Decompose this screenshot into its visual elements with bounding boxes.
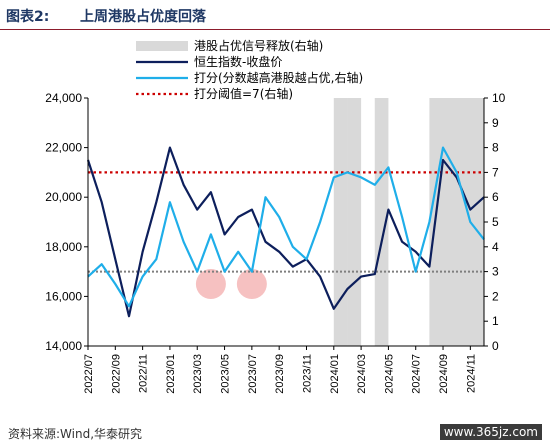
signal-shade-band [374, 98, 389, 346]
chart: 14,000 16,000 18,000 20,000 22,000 24,000 0 1 2 3… [45, 38, 506, 394]
hsi-line [86, 146, 485, 318]
source-note: 资料来源:Wind,华泰研究 [8, 427, 143, 441]
right-tick-label: 10 [492, 91, 506, 105]
x-tick-label: 2023/07 [247, 354, 259, 394]
x-tick-label: 2024/11 [465, 354, 477, 393]
figure-title: 上周港股占优度回落 [80, 9, 206, 25]
right-tick-label: 9 [492, 116, 499, 130]
x-tick-label: 2024/01 [329, 354, 341, 394]
highlight-circle [195, 269, 226, 299]
x-tick-label: 2022/07 [83, 354, 95, 394]
right-tick-label: 6 [492, 190, 499, 204]
score-line [87, 146, 485, 308]
x-tick-label: 2022/11 [138, 354, 150, 393]
legend-label: 恒生指数-收盘价 [194, 54, 282, 69]
figure-label: 图表2: [6, 9, 50, 25]
x-tick-label: 2024/07 [411, 354, 423, 394]
watermark: www.365jz.com [439, 424, 542, 440]
signal-shade-band [429, 98, 484, 346]
right-tick-label: 5 [492, 215, 499, 229]
left-tick-label: 20,000 [45, 190, 82, 204]
right-tick-label: 0 [492, 339, 499, 353]
signal-shade-band [333, 98, 348, 346]
x-tick-label: 2023/03 [192, 354, 204, 394]
header-divider [0, 29, 550, 30]
highlight-circle [236, 269, 267, 299]
right-tick-label: 7 [492, 165, 499, 179]
x-tick-label: 2023/05 [220, 354, 232, 394]
left-tick-label: 24,000 [45, 91, 82, 105]
right-tick-label: 1 [492, 314, 499, 328]
figure-header: 图表2: 上周港股占优度回落 [0, 0, 550, 30]
x-tick-label: 2024/09 [438, 354, 450, 394]
right-tick-label: 3 [492, 265, 499, 279]
x-tick-label: 2022/09 [110, 354, 122, 394]
signal-shade-band [347, 98, 362, 346]
left-tick-label: 14,000 [45, 339, 82, 353]
legend-swatch-shade [136, 41, 188, 51]
legend-label: 港股占优信号释放(右轴) [194, 38, 323, 53]
left-tick-label: 18,000 [45, 240, 82, 254]
left-tick-label: 22,000 [45, 141, 82, 155]
legend-label: 打分阈值=7(右轴) [194, 86, 293, 101]
x-tick-label: 2023/11 [301, 354, 313, 393]
x-tick-label: 2024/03 [356, 354, 368, 394]
x-tick-label: 2023/01 [165, 354, 177, 394]
right-tick-label: 2 [492, 289, 499, 303]
x-tick-label: 2024/05 [383, 354, 395, 394]
right-tick-label: 8 [492, 141, 499, 155]
left-tick-label: 16,000 [45, 289, 82, 303]
x-tick-label: 2023/09 [274, 354, 286, 394]
legend-label: 打分(分数越高港股越占优,右轴) [194, 70, 363, 85]
right-tick-label: 4 [492, 240, 499, 254]
